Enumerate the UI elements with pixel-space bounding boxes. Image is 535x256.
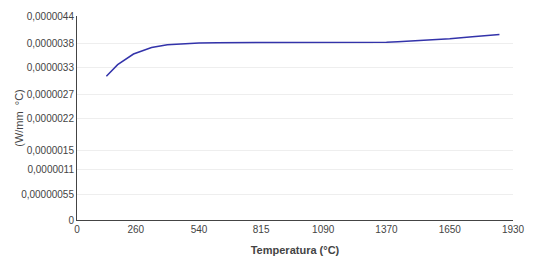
svg-text:540: 540 <box>191 224 208 235</box>
svg-text:0,0000044: 0,0000044 <box>27 11 75 22</box>
svg-text:0,0000027: 0,0000027 <box>27 89 75 100</box>
svg-text:1090: 1090 <box>312 224 335 235</box>
svg-text:0,0000033: 0,0000033 <box>27 62 75 73</box>
svg-text:260: 260 <box>127 224 144 235</box>
svg-text:0,00000055: 0,00000055 <box>21 189 74 200</box>
svg-text:1650: 1650 <box>439 224 462 235</box>
svg-text:1370: 1370 <box>375 224 398 235</box>
svg-text:0: 0 <box>68 215 74 226</box>
svg-text:0,0000011: 0,0000011 <box>27 164 74 175</box>
svg-text:815: 815 <box>253 224 270 235</box>
svg-text:Temperatura (°C): Temperatura (°C) <box>251 244 340 256</box>
svg-text:0,0000022: 0,0000022 <box>27 113 75 124</box>
svg-text:1930: 1930 <box>502 224 525 235</box>
svg-text:0,0000038: 0,0000038 <box>27 38 75 49</box>
svg-text:0,0000015: 0,0000015 <box>27 145 75 156</box>
svg-text:(W/mm °C): (W/mm °C) <box>13 89 25 147</box>
svg-text:0: 0 <box>74 224 80 235</box>
